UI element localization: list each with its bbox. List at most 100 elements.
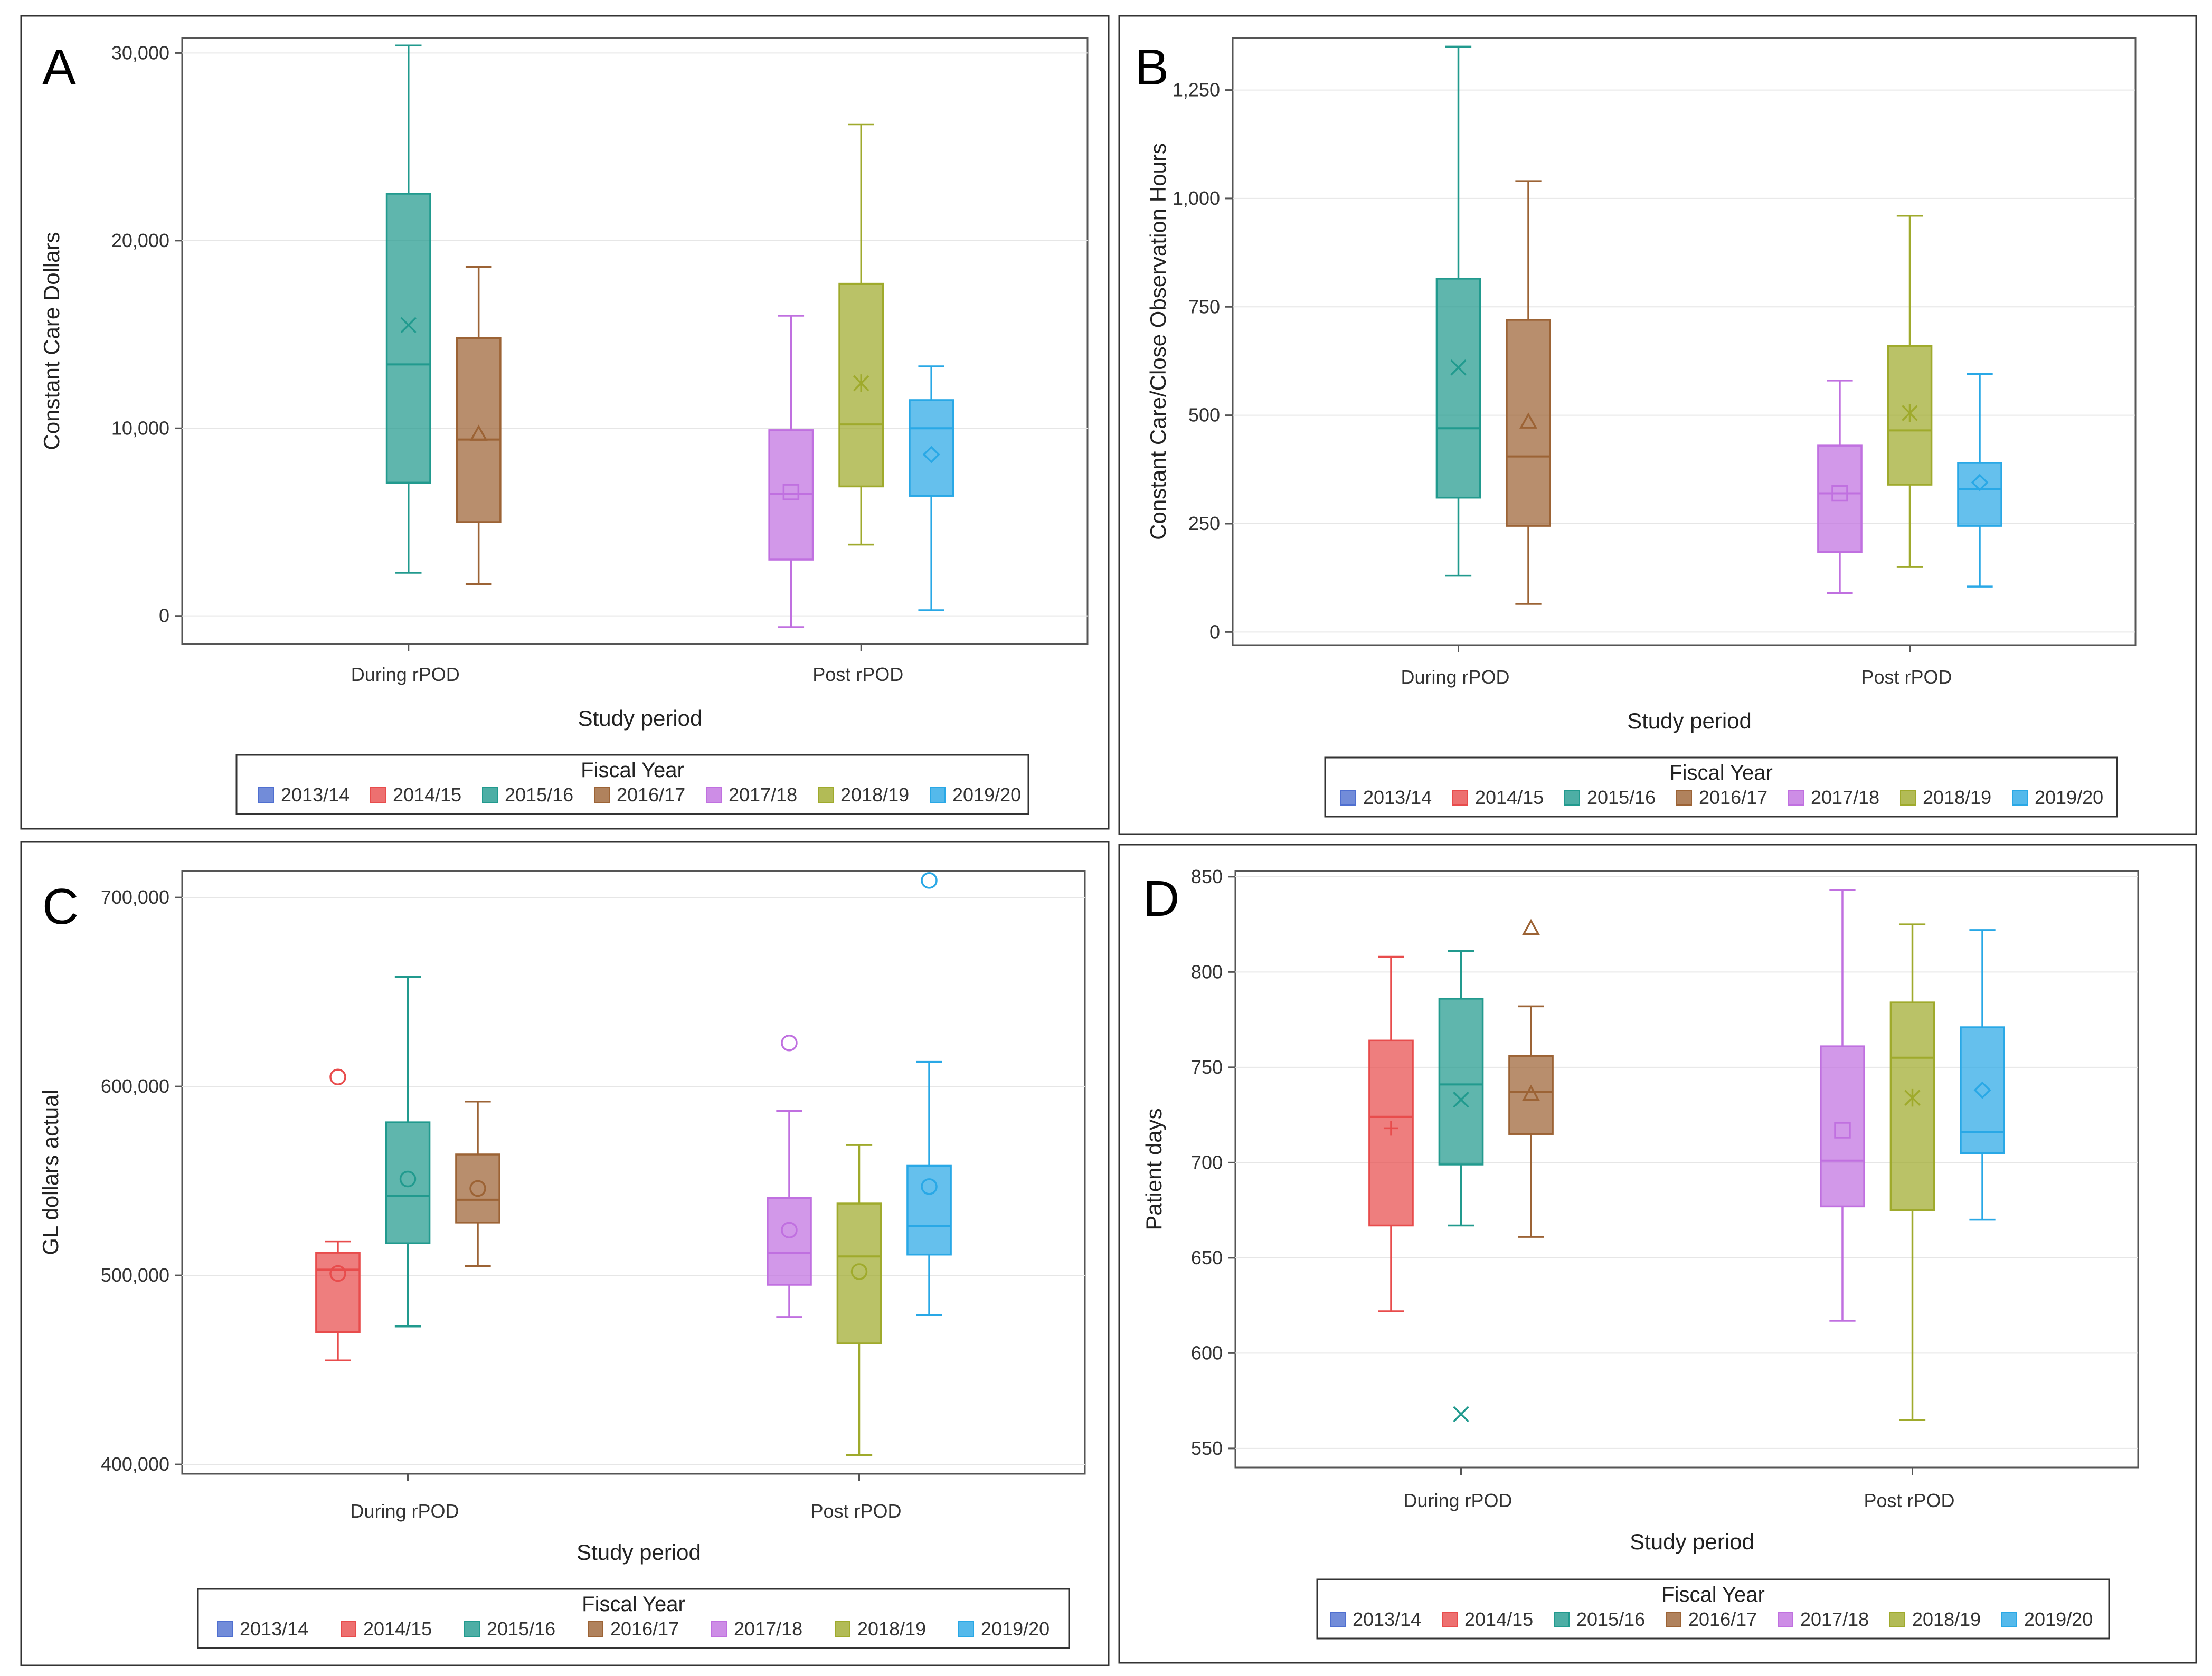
panel-c-legend-label: 2017/18 bbox=[734, 1618, 802, 1640]
panel-b-y-tick-label: 1,000 bbox=[1173, 187, 1220, 209]
panel-d-y-tick-label: 800 bbox=[1191, 961, 1223, 982]
panel-b-box-2017-18-mean-marker bbox=[1831, 485, 1848, 502]
panel-a-box-2019-20 bbox=[909, 365, 954, 611]
panel-b-legend-label: 2019/20 bbox=[2035, 787, 2103, 808]
panel-a-box-2017-18 bbox=[768, 315, 814, 628]
panel-d-x-tick-label: During rPOD bbox=[1403, 1490, 1512, 1511]
panel-d-box-2014-15-mean-marker bbox=[1383, 1121, 1398, 1136]
panel-d-y-axis-title: Patient days bbox=[1141, 1108, 1166, 1230]
panel-b-box-2018-19-mean-marker bbox=[1902, 404, 1918, 422]
panel-c-legend-swatch bbox=[711, 1621, 727, 1637]
panel-a-y-tick-label: 0 bbox=[159, 605, 169, 627]
panel-b-box-2015-16-iqr bbox=[1435, 278, 1481, 499]
panel-b-box-2016-17-mean-marker bbox=[1519, 412, 1537, 429]
panel-b-legend-swatch bbox=[1788, 790, 1804, 806]
panel-c-box-2017-18-iqr bbox=[767, 1197, 812, 1286]
panel-d-box-2019-20-mean-marker bbox=[1973, 1081, 1991, 1099]
panel-c-box-2017-18 bbox=[767, 1035, 812, 1318]
panel-d-legend-label: 2019/20 bbox=[2024, 1608, 2093, 1630]
panel-b-legend-swatch bbox=[1564, 790, 1580, 806]
panel-d-box-2017-18 bbox=[1820, 889, 1865, 1322]
panel-d-legend-swatch bbox=[1889, 1612, 1905, 1627]
panel-d-y-tick-label: 750 bbox=[1191, 1056, 1223, 1078]
panel-c-x-axis-title: Study period bbox=[576, 1540, 701, 1565]
panel-b-legend: Fiscal Year 2013/14 2014/15 2015/16 2016/17 2… bbox=[1324, 756, 2118, 818]
panel-a-legend-label: 2019/20 bbox=[952, 784, 1021, 806]
panel-d-y-tick-label: 600 bbox=[1191, 1342, 1223, 1363]
panel-c-legend-swatch bbox=[958, 1621, 974, 1637]
panel-b-chart: 0 250 500 750 1,000 1,250 During rPOD Post rPOD… bbox=[1146, 37, 2137, 818]
panel-c-box-2016-17-iqr bbox=[455, 1153, 500, 1224]
panel-c-legend-label: 2018/19 bbox=[857, 1618, 926, 1640]
panel-d-box-2017-18-iqr bbox=[1820, 1045, 1865, 1208]
panel-a-plot-area bbox=[181, 37, 1089, 645]
panel-d-legend-label: 2017/18 bbox=[1800, 1608, 1869, 1630]
panel-d-box-2019-20 bbox=[1960, 929, 2005, 1221]
panel-d-legend-label: 2018/19 bbox=[1912, 1608, 1981, 1630]
panel-d-chart: 550 600 650 700 750 800 850 During rPOD Post rPO… bbox=[1141, 866, 2139, 1640]
panel-a-box-2018-19 bbox=[838, 123, 884, 546]
panel-a-legend-label: 2014/15 bbox=[393, 784, 461, 806]
panel-d-box-2015-16-mean-marker bbox=[1453, 1091, 1469, 1108]
panel-c-box-2017-18-outlier bbox=[781, 1035, 798, 1052]
panel-b-letter: B bbox=[1135, 39, 1169, 96]
panel-c-y-axis-title: GL dollars actual bbox=[38, 1090, 63, 1255]
panel-a-y-tick-label: 10,000 bbox=[111, 417, 169, 439]
panel-b-legend-label: 2017/18 bbox=[1811, 787, 1879, 808]
panel-a-legend-swatch bbox=[818, 787, 834, 803]
panel-b-box-2018-19 bbox=[1887, 215, 1933, 568]
panel-c-box-2018-19 bbox=[836, 1144, 882, 1456]
panel-c-legend-label: 2013/14 bbox=[240, 1618, 308, 1640]
panel-a-box-2015-16-iqr bbox=[385, 193, 431, 484]
panel-d-legend-label: 2016/17 bbox=[1688, 1608, 1757, 1630]
panel-a-chart: 0 10,000 20,000 30,000 During rPOD Post rPOD S… bbox=[39, 37, 1089, 815]
panel-b-plot-area bbox=[1232, 37, 2137, 646]
panel-c-legend-box bbox=[197, 1588, 1070, 1649]
panel-d-box-2016-17-iqr bbox=[1508, 1055, 1554, 1135]
panel-c-legend-swatch bbox=[217, 1621, 233, 1637]
panel-b-box-2016-17 bbox=[1506, 180, 1551, 605]
panel-d-box-2019-20-iqr bbox=[1960, 1026, 2005, 1154]
panel-a-legend-label: 2017/18 bbox=[729, 784, 797, 806]
panel-c-box-2016-17-mean-marker bbox=[469, 1180, 486, 1197]
panel-a-legend-title: Fiscal Year bbox=[581, 759, 684, 782]
panel-d-legend-swatch bbox=[1442, 1612, 1458, 1627]
panel-b-legend-swatch bbox=[1676, 790, 1692, 806]
panel-a-box-2019-20-iqr bbox=[909, 399, 954, 497]
panel-b-y-tick-label: 1,250 bbox=[1173, 79, 1220, 101]
panel-b-box-2019-20-iqr bbox=[1957, 462, 2002, 527]
panel-b-box-2017-18 bbox=[1817, 380, 1863, 594]
panel-a-box-2017-18-mean-marker bbox=[782, 484, 800, 500]
panel-c-box-2019-20-mean-marker bbox=[921, 1178, 938, 1195]
panel-b-legend-swatch bbox=[1452, 790, 1468, 806]
panel-c-y-tick-label: 700,000 bbox=[101, 886, 169, 908]
panel-c-box-2015-16-iqr bbox=[385, 1121, 431, 1244]
panel-c-x-tick-label: Post rPOD bbox=[810, 1500, 901, 1522]
panel-d-y-tick-label: 650 bbox=[1191, 1247, 1223, 1268]
panel-c-box-2014-15 bbox=[315, 1068, 361, 1361]
panel-d-legend-box bbox=[1316, 1578, 2110, 1640]
panel-c-legend-swatch bbox=[835, 1621, 850, 1637]
panel-a-box-2016-17-iqr bbox=[456, 337, 502, 523]
panel-c-legend-swatch bbox=[341, 1621, 356, 1637]
panel-c-legend-label: 2015/16 bbox=[487, 1618, 555, 1640]
panel-a-box-2015-16 bbox=[385, 44, 431, 574]
panel-d-box-2016-17-outlier bbox=[1522, 919, 1540, 935]
panel-b-legend-label: 2014/15 bbox=[1475, 787, 1544, 808]
panel-a-legend-label: 2013/14 bbox=[281, 784, 349, 806]
panel-d-box-2014-15 bbox=[1368, 955, 1414, 1312]
panel-c-legend-swatch bbox=[588, 1621, 603, 1637]
panel-c-box-2015-16 bbox=[385, 976, 431, 1328]
panel-a-legend-swatch bbox=[706, 787, 722, 803]
panel-d-box-2016-17 bbox=[1508, 919, 1554, 1238]
panel-b-legend-label: 2013/14 bbox=[1363, 787, 1432, 808]
panel-d-legend-title: Fiscal Year bbox=[1661, 1583, 1765, 1606]
panel-d-y-tick-label: 700 bbox=[1191, 1151, 1223, 1173]
panel-b-x-tick-label: Post rPOD bbox=[1861, 666, 1952, 688]
panel-a-box-2016-17-mean-marker bbox=[469, 424, 488, 441]
panel-d-x-tick-label: Post rPOD bbox=[1864, 1490, 1954, 1511]
panel-a-letter: A bbox=[42, 39, 76, 96]
panel-c-box-2014-15-iqr bbox=[315, 1252, 361, 1333]
panel-a-legend: Fiscal Year 2013/14 2014/15 2015/16 2016/17 2… bbox=[235, 754, 1029, 815]
